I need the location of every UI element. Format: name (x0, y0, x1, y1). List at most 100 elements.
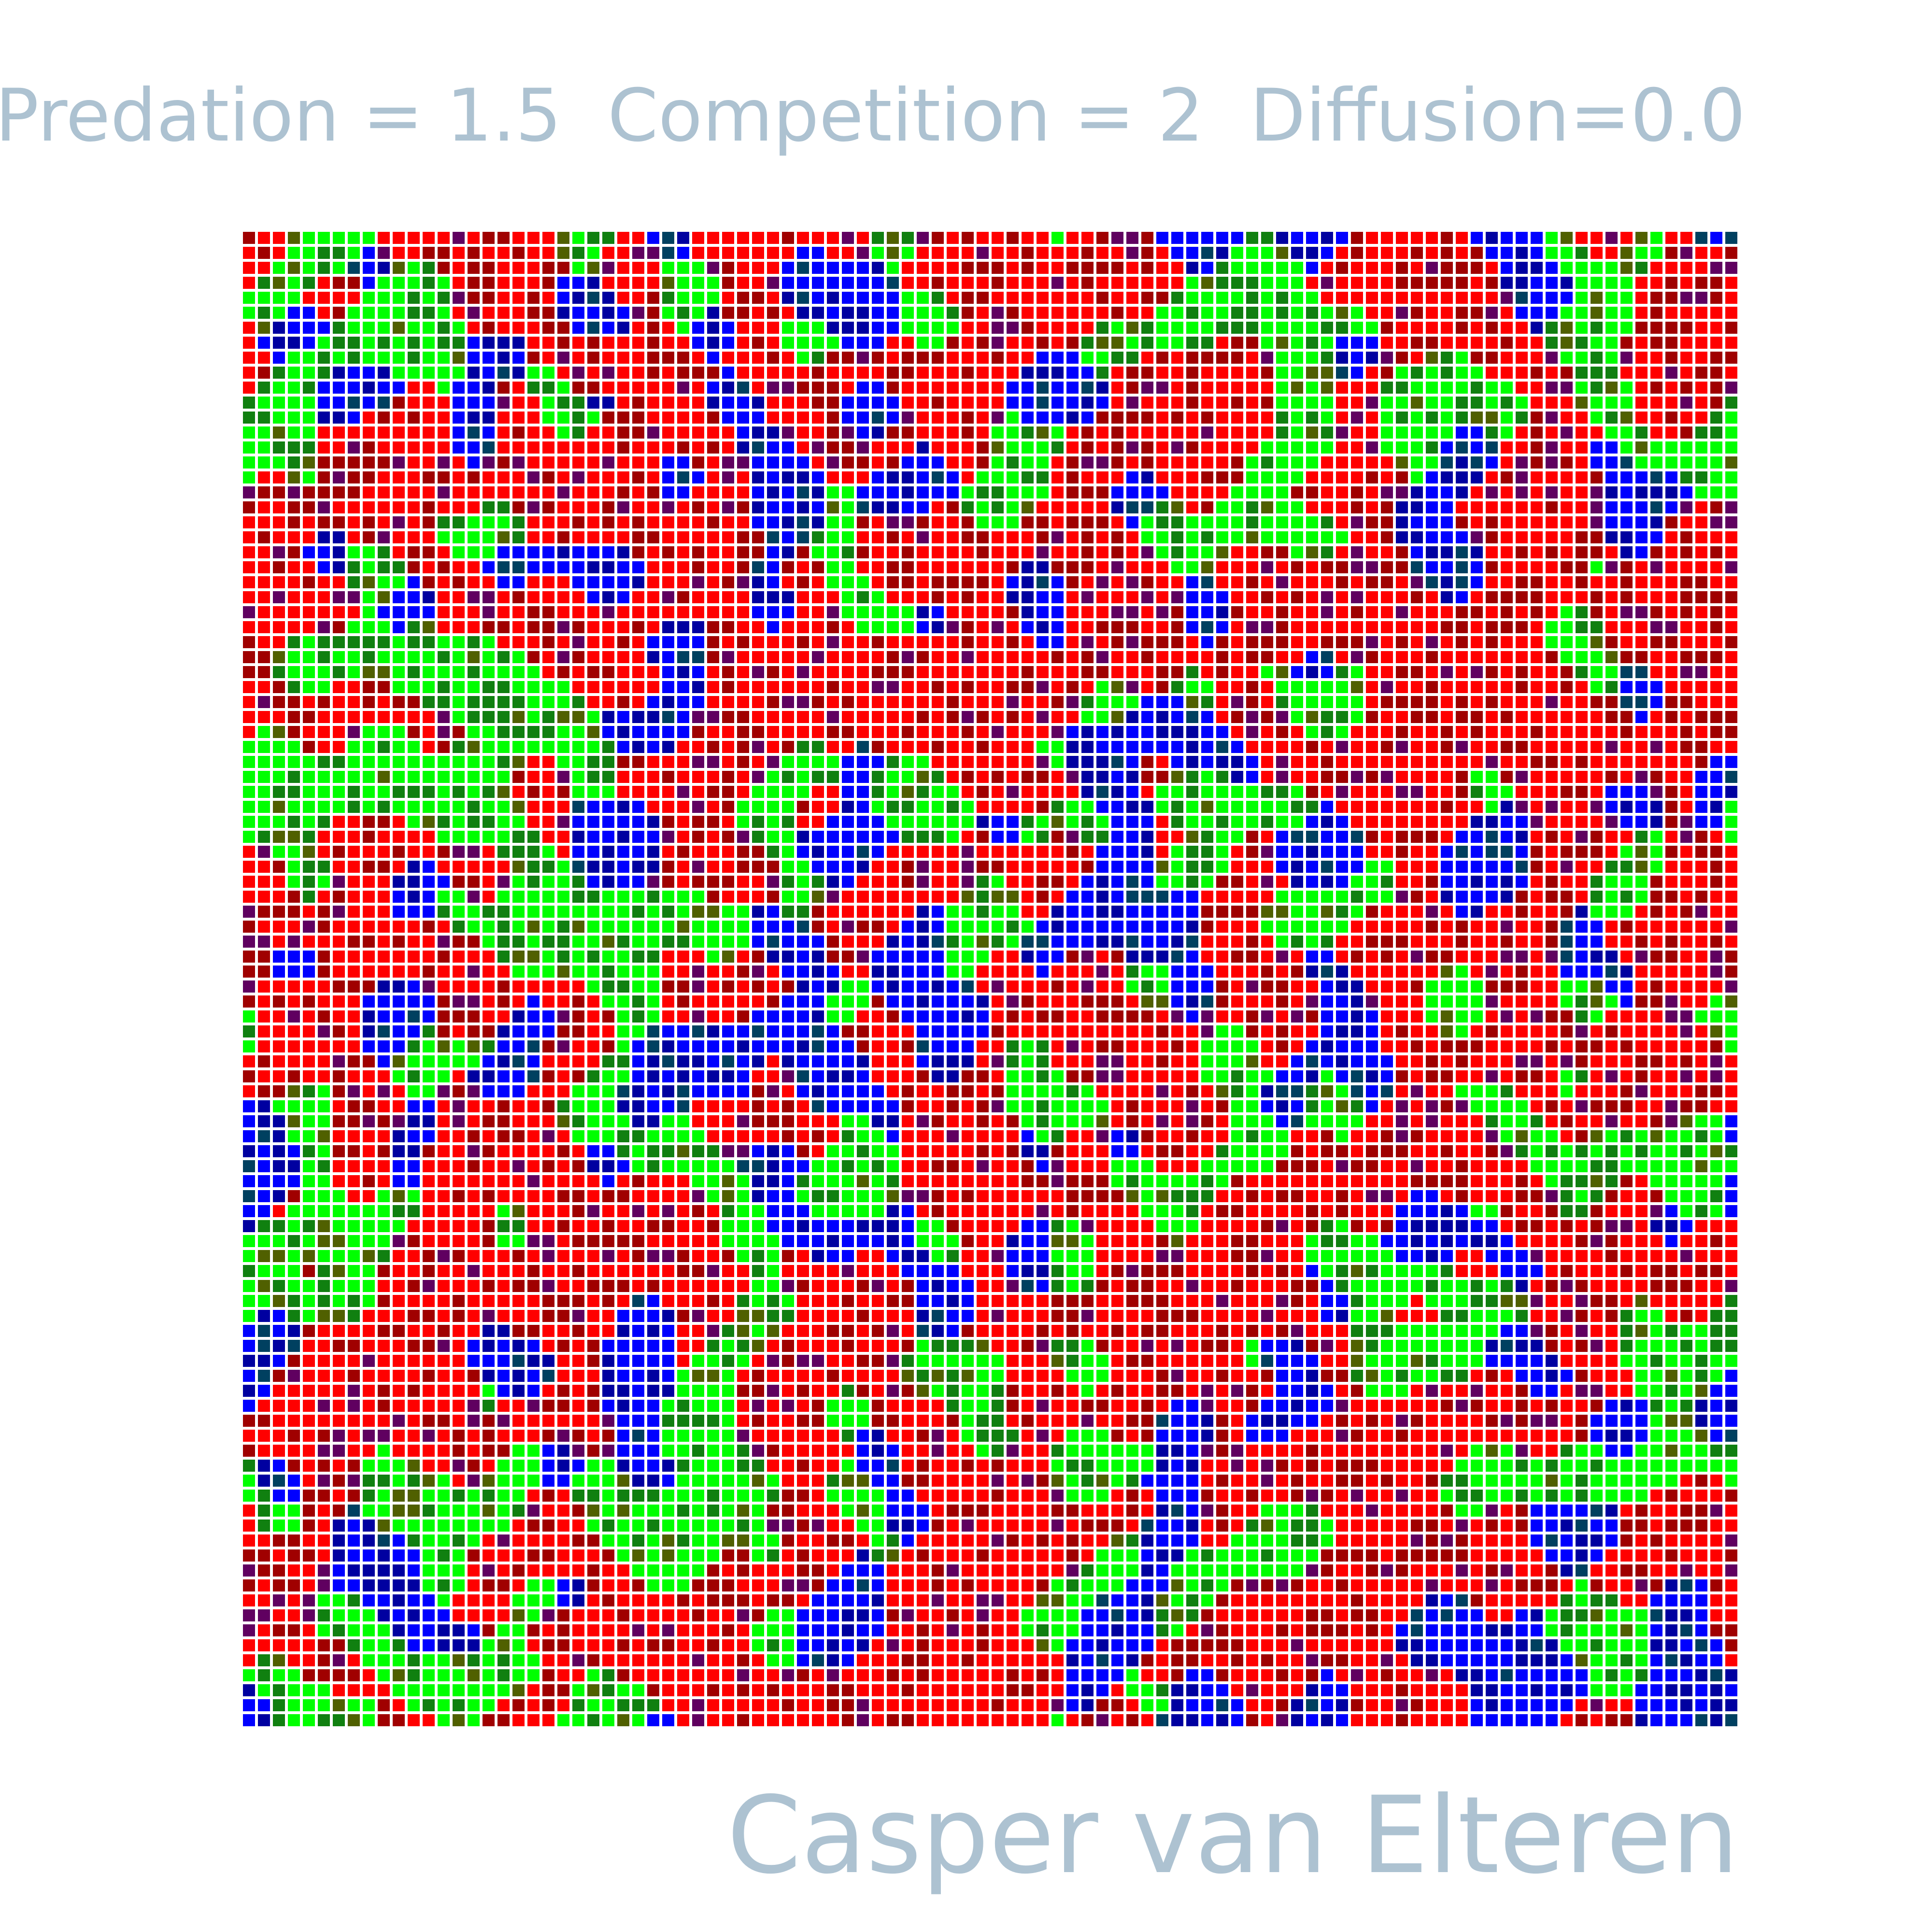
lattice-cell (1576, 262, 1588, 274)
lattice-cell (1381, 621, 1393, 633)
lattice-cell (258, 891, 270, 903)
lattice-cell (1156, 591, 1168, 603)
lattice-cell (872, 771, 884, 783)
lattice-cell (1261, 247, 1273, 259)
lattice-cell (572, 741, 584, 753)
lattice-cell (1471, 397, 1483, 409)
lattice-cell (1066, 441, 1079, 454)
lattice-cell (647, 322, 659, 334)
lattice-cell (1605, 501, 1618, 513)
lattice-cell (1276, 966, 1288, 978)
lattice-cell (1561, 292, 1573, 304)
lattice-cell (917, 561, 929, 573)
lattice-cell (632, 501, 644, 513)
lattice-cell (707, 951, 719, 963)
lattice-cell (1231, 921, 1243, 933)
lattice-cell (1710, 546, 1722, 558)
lattice-cell (647, 576, 659, 588)
lattice-cell (288, 501, 300, 513)
lattice-cell (752, 861, 764, 873)
lattice-cell (857, 247, 869, 259)
lattice-cell (557, 606, 569, 618)
lattice-cell (782, 531, 794, 543)
lattice-cell (1276, 741, 1288, 753)
lattice-cell (647, 846, 659, 858)
lattice-cell (527, 786, 540, 798)
lattice-cell (692, 816, 704, 828)
lattice-cell (468, 621, 480, 633)
lattice-cell (1336, 831, 1348, 843)
lattice-cell (1591, 367, 1603, 379)
lattice-cell (453, 516, 465, 528)
lattice-cell (453, 367, 465, 379)
lattice-cell (1605, 651, 1618, 663)
lattice-cell (1635, 816, 1648, 828)
lattice-cell (617, 382, 629, 394)
lattice-cell (827, 861, 839, 873)
lattice-cell (1605, 292, 1618, 304)
lattice-cell (932, 936, 944, 948)
lattice-cell (1531, 591, 1543, 603)
lattice-cell (333, 307, 345, 319)
lattice-cell (842, 322, 854, 334)
lattice-cell (1321, 786, 1333, 798)
lattice-cell (1710, 292, 1722, 304)
lattice-cell (1576, 606, 1588, 618)
lattice-cell (1396, 352, 1408, 364)
lattice-cell (1201, 966, 1213, 978)
lattice-cell (497, 621, 510, 633)
lattice-cell (977, 561, 989, 573)
lattice-cell (1680, 831, 1692, 843)
lattice-cell (602, 292, 614, 304)
lattice-cell (1695, 292, 1707, 304)
lattice-cell (1096, 277, 1108, 289)
lattice-cell (1665, 486, 1677, 498)
lattice-cell (303, 936, 315, 948)
lattice-cell (917, 292, 929, 304)
lattice-cell (1246, 546, 1258, 558)
lattice-cell (977, 681, 989, 693)
lattice-cell (752, 441, 764, 454)
lattice-cell (1486, 426, 1498, 439)
lattice-cell (1516, 561, 1528, 573)
lattice-cell (1201, 666, 1213, 678)
lattice-cell (617, 546, 629, 558)
lattice-cell (1501, 322, 1513, 334)
lattice-cell (527, 412, 540, 424)
lattice-cell (1471, 292, 1483, 304)
lattice-cell (1066, 726, 1079, 738)
lattice-cell (318, 382, 330, 394)
lattice-cell (1261, 771, 1273, 783)
lattice-cell (872, 382, 884, 394)
lattice-cell (602, 921, 614, 933)
lattice-cell (842, 501, 854, 513)
lattice-cell (932, 681, 944, 693)
lattice-cell (1171, 576, 1183, 588)
lattice-cell (917, 621, 929, 633)
lattice-cell (692, 426, 704, 439)
lattice-cell (1096, 322, 1108, 334)
lattice-cell (1546, 936, 1558, 948)
lattice-cell (632, 531, 644, 543)
lattice-cell (1351, 247, 1363, 259)
lattice-cell (1051, 681, 1064, 693)
lattice-cell (662, 756, 674, 768)
lattice-cell (722, 262, 734, 274)
lattice-cell (1336, 501, 1348, 513)
lattice-cell (1291, 606, 1303, 618)
lattice-cell (767, 816, 779, 828)
lattice-cell (932, 801, 944, 813)
lattice-cell (857, 876, 869, 888)
lattice-cell (797, 696, 809, 708)
lattice-cell (797, 292, 809, 304)
lattice-cell (602, 636, 614, 648)
lattice-cell (1037, 786, 1049, 798)
lattice-cell (1591, 531, 1603, 543)
lattice-cell (887, 591, 899, 603)
lattice-cell (1007, 531, 1019, 543)
lattice-cell (797, 501, 809, 513)
lattice-cell (782, 801, 794, 813)
lattice-cell (1561, 651, 1573, 663)
lattice-cell (1546, 546, 1558, 558)
lattice-cell (1037, 756, 1049, 768)
